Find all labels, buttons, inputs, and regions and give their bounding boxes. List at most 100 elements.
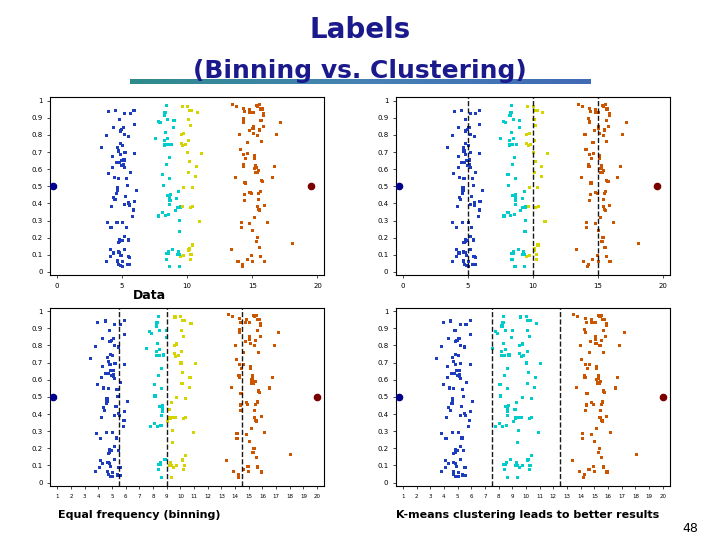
Point [253, 195, 264, 204]
Point [455, 341, 467, 349]
Point [246, 424, 257, 433]
Point [153, 117, 164, 126]
Point [114, 139, 126, 148]
Point [580, 145, 592, 153]
Point [513, 123, 525, 132]
Point [112, 471, 123, 480]
Point [454, 249, 465, 258]
Point [451, 447, 463, 455]
Point [468, 199, 480, 207]
Point [249, 377, 261, 386]
Point [605, 429, 616, 437]
Point [457, 218, 469, 226]
Point [244, 188, 256, 197]
Point [598, 463, 609, 471]
Point [460, 127, 472, 136]
Point [248, 341, 260, 350]
Point [448, 384, 459, 393]
Point [601, 412, 613, 421]
Point [163, 405, 175, 414]
Point [516, 352, 527, 361]
Point [124, 201, 135, 210]
Point [168, 463, 179, 471]
Point [460, 139, 472, 148]
Point [512, 473, 523, 482]
Point [171, 203, 183, 212]
Point [122, 199, 134, 207]
Point [121, 174, 132, 183]
Point [240, 319, 251, 327]
Point [129, 197, 140, 206]
Point [502, 384, 513, 393]
Point [155, 458, 166, 467]
Point [447, 394, 459, 403]
Point [582, 260, 594, 268]
Point [589, 319, 600, 327]
Point [600, 187, 611, 196]
Point [176, 455, 188, 464]
Point [114, 463, 126, 472]
Point [575, 341, 587, 349]
Point [196, 149, 207, 158]
Point [450, 472, 462, 481]
Point [525, 140, 536, 149]
Point [256, 178, 268, 186]
Point [498, 312, 510, 321]
Point [164, 174, 176, 183]
Point [532, 202, 544, 211]
Point [458, 174, 469, 183]
Point [118, 161, 130, 170]
Point [515, 313, 526, 321]
Point [116, 161, 127, 170]
Point [591, 424, 603, 433]
Point [114, 411, 125, 420]
Point [468, 236, 480, 245]
Point [119, 110, 130, 118]
Point [116, 236, 127, 245]
Point [500, 402, 511, 411]
Point [221, 456, 233, 465]
Point [107, 468, 119, 477]
Point [502, 411, 513, 420]
Point [170, 352, 181, 361]
Point [523, 251, 535, 260]
Point [111, 189, 122, 198]
Point [514, 349, 526, 358]
Point [255, 332, 266, 341]
Point [248, 444, 260, 453]
Point [631, 450, 642, 458]
Point [164, 197, 176, 205]
Point [505, 129, 517, 137]
Point [510, 191, 522, 199]
Point [578, 473, 590, 482]
Point [591, 252, 603, 260]
Point [510, 174, 521, 183]
Point [146, 329, 158, 338]
Point [144, 328, 156, 336]
Point [114, 150, 126, 158]
Point [235, 145, 246, 153]
Point [171, 250, 183, 259]
Point [597, 398, 608, 407]
Point [528, 102, 539, 111]
Point [173, 187, 184, 196]
Point [158, 350, 169, 359]
Point [246, 190, 257, 198]
Point [449, 369, 460, 377]
Point [537, 109, 549, 117]
Point [166, 473, 178, 482]
Point [601, 468, 613, 476]
Point [253, 205, 265, 214]
Point [163, 153, 175, 162]
Point [114, 248, 125, 257]
Point [586, 399, 598, 407]
Point [118, 156, 130, 164]
Point [122, 397, 133, 406]
Point [518, 187, 530, 196]
Point [109, 173, 120, 181]
Point [599, 315, 611, 324]
Point [247, 227, 258, 235]
Point [530, 203, 541, 212]
Point [235, 224, 247, 232]
Point [601, 137, 613, 146]
